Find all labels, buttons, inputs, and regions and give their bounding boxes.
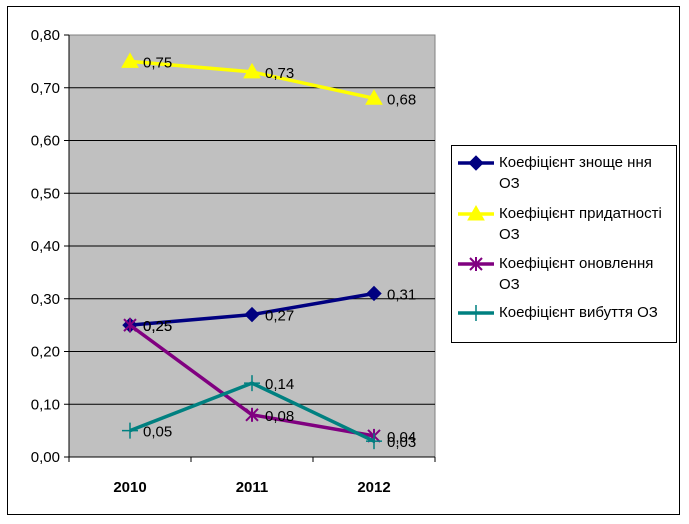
data-label: 0,68 xyxy=(387,91,416,108)
data-point-marker xyxy=(243,62,261,79)
data-point-marker xyxy=(245,407,259,422)
legend-label: Коефіцієнт оновлення ОЗ xyxy=(499,255,654,293)
legend-swatch xyxy=(458,305,494,321)
y-axis: 0,00 0,10 0,20 0,30 0,40 0,50 0,60 0,70 0,80 xyxy=(31,27,70,466)
data-point-marker xyxy=(123,318,137,333)
data-label: 0,25 xyxy=(143,318,172,335)
data-label: 0,04 xyxy=(387,429,416,446)
series-group xyxy=(121,52,383,450)
legend-marker xyxy=(467,204,485,221)
data-point-marker xyxy=(244,306,260,323)
data-label: 0,27 xyxy=(265,308,294,325)
data-label: 0,73 xyxy=(265,65,294,82)
legend-item: Коефіцієнт вибуття ОЗ xyxy=(452,298,676,346)
x-tick-label: 2011 xyxy=(236,479,269,496)
legend-marker xyxy=(468,155,484,171)
data-labels: 0,250,270,310,750,730,680,250,080,040,05… xyxy=(143,54,416,451)
data-point-marker xyxy=(122,422,138,439)
legend-label: Коефіцієнт вибуття ОЗ xyxy=(499,304,658,321)
x-tick-label: 2012 xyxy=(357,479,390,496)
x-axis: 2010 2011 2012 xyxy=(68,456,436,496)
data-label: 0,31 xyxy=(387,286,416,303)
data-label: 0,14 xyxy=(265,376,294,393)
y-tick-label: 0,30 xyxy=(31,291,60,308)
legend-label: Коефіцієнт придатності ОЗ xyxy=(499,205,662,243)
y-tick-label: 0,50 xyxy=(31,185,60,202)
data-label: 0,25 xyxy=(143,318,172,335)
data-label: 0,03 xyxy=(387,434,416,451)
legend-item: Коефіцієнт оновлення ОЗ xyxy=(452,249,676,297)
y-tick-label: 0,40 xyxy=(31,238,60,255)
legend-item: Коефіцієнт придатності ОЗ xyxy=(452,199,676,247)
y-tick-label: 0,60 xyxy=(31,133,60,150)
y-tick-label: 0,80 xyxy=(31,27,60,44)
legend-swatch xyxy=(458,257,494,271)
legend-item: Коефіцієнт зноще ння ОЗ xyxy=(452,148,676,196)
legend-label: Коефіцієнт зноще ння ОЗ xyxy=(499,154,652,192)
data-point-marker xyxy=(365,89,383,105)
legend-marker xyxy=(468,305,484,321)
legend-swatch xyxy=(458,204,494,221)
data-label: 0,75 xyxy=(143,54,172,71)
y-tick-label: 0,20 xyxy=(31,344,60,361)
data-point-marker xyxy=(366,433,382,450)
data-point-marker xyxy=(121,52,139,68)
data-label: 0,08 xyxy=(265,408,294,425)
y-tick-label: 0,10 xyxy=(31,396,60,413)
data-label: 0,05 xyxy=(143,424,172,441)
legend-swatch xyxy=(458,155,494,171)
gridlines xyxy=(69,87,435,405)
data-point-marker xyxy=(366,285,382,302)
y-tick-label: 0,00 xyxy=(31,449,60,466)
legend: Коефіцієнт зноще ння ОЗ Коефіцієнт придат… xyxy=(451,145,677,343)
y-tick-label: 0,70 xyxy=(31,80,60,97)
x-tick-label: 2010 xyxy=(113,479,146,496)
legend-marker xyxy=(469,257,483,271)
data-point-marker xyxy=(244,375,260,392)
